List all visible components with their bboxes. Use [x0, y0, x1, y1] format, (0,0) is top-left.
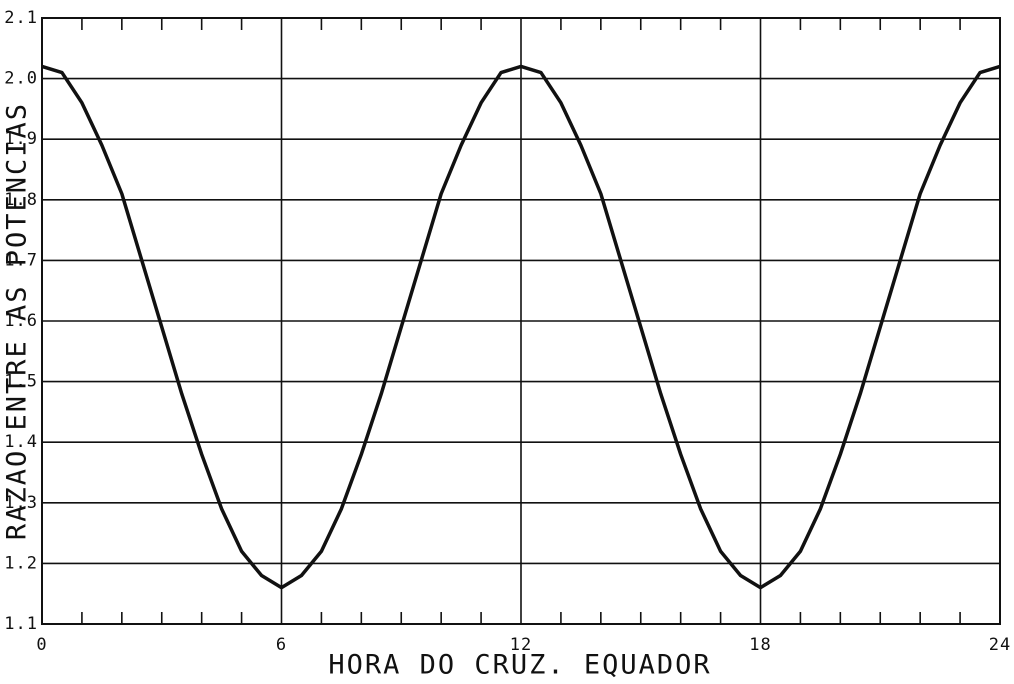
y-tick-label: 1.5	[4, 372, 38, 392]
x-tick-label: 12	[510, 635, 532, 655]
x-tick-label: 24	[989, 635, 1011, 655]
y-axis-title: RAZAO ENTRE AS POTENCIAS	[2, 102, 33, 540]
x-tick-label: 6	[276, 635, 287, 655]
y-tick-label: 1.2	[4, 553, 38, 573]
data-line	[41, 64, 1001, 590]
x-tick-label: 0	[36, 635, 47, 655]
y-tick-label: 1.4	[4, 432, 38, 452]
y-tick-label: 1.6	[4, 311, 38, 331]
y-tick-label: 1.8	[4, 190, 38, 210]
x-tick-label: 18	[749, 635, 771, 655]
y-tick-label: 1.1	[4, 614, 38, 634]
y-tick-label: 2.1	[4, 8, 38, 28]
y-tick-label: 1.9	[4, 129, 38, 149]
plot-frame	[41, 17, 1001, 625]
x-axis-title: HORA DO CRUZ. EQUADOR	[328, 650, 711, 681]
y-tick-label: 1.7	[4, 250, 38, 270]
y-tick-label: 2.0	[4, 69, 38, 89]
y-tick-label: 1.3	[4, 493, 38, 513]
